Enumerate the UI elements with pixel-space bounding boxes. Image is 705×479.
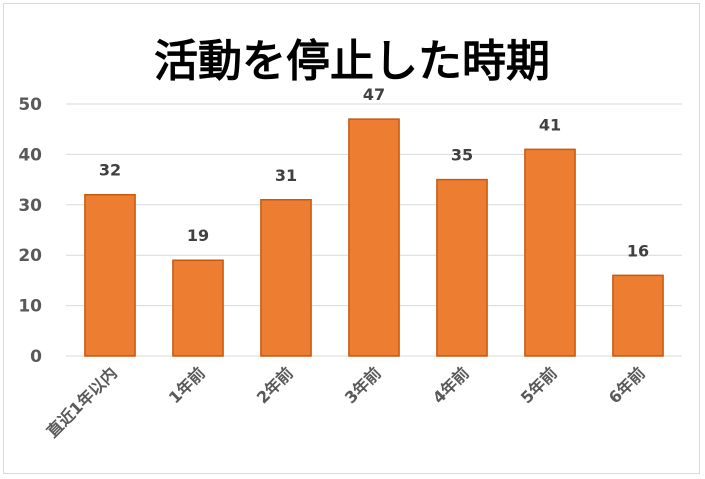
chart-frame: 活動を停止した時期 0 10 20 30 40 50 32 19 31 47 35 41 16 直近1… [3,3,700,474]
bar [612,274,664,357]
x-tick-label: 3年前 [341,363,385,407]
x-tick-label: 5年前 [517,363,561,407]
data-label: 47 [363,85,385,104]
y-tick-label: 50 [18,95,42,115]
y-tick-label: 0 [30,347,42,367]
bar [84,193,136,357]
x-axis-ticks: 直近1年以内 1年前 2年前 3年前 4年前 5年前 6年前 [43,363,649,441]
bars [84,118,664,357]
y-axis-ticks: 0 10 20 30 40 50 [18,95,42,367]
data-label: 19 [187,226,209,245]
y-tick-label: 30 [18,196,42,216]
bar-chart: 活動を停止した時期 0 10 20 30 40 50 32 19 31 47 35 41 16 直近1… [18,36,682,441]
data-label: 31 [275,166,297,185]
x-tick-label: 直近1年以内 [43,363,121,441]
y-tick-label: 10 [18,297,42,317]
chart-title: 活動を停止した時期 [154,36,550,87]
x-tick-label: 2年前 [253,363,297,407]
y-tick-label: 20 [18,246,42,266]
data-label: 35 [451,146,473,165]
x-tick-label: 1年前 [165,363,209,407]
bar [348,118,400,357]
y-tick-label: 40 [18,145,42,165]
bar [172,259,224,357]
data-label: 16 [627,241,649,260]
data-label: 41 [539,115,561,134]
bar [436,178,488,357]
data-labels: 32 19 31 47 35 41 16 [99,85,649,260]
x-tick-label: 4年前 [429,363,473,407]
bar [260,199,312,357]
bar [524,148,576,357]
data-label: 32 [99,161,121,180]
x-tick-label: 6年前 [605,363,649,407]
